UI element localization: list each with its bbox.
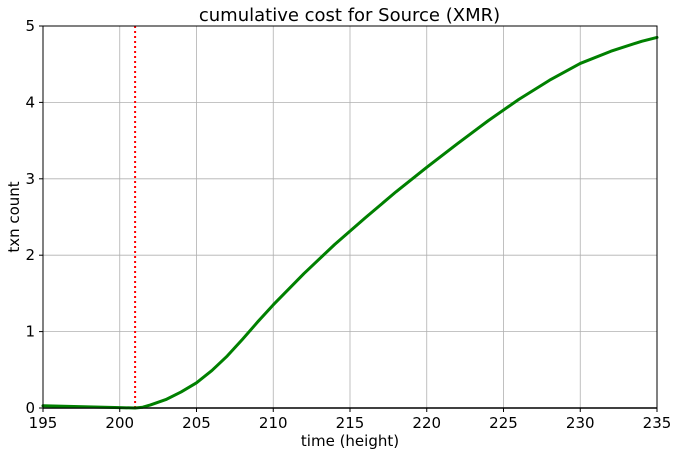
x-tick-label: 230 <box>566 414 595 432</box>
y-axis-label: txn count <box>5 181 23 252</box>
x-tick-label: 220 <box>412 414 441 432</box>
x-tick-label: 210 <box>259 414 288 432</box>
y-tick-label: 0 <box>25 399 35 417</box>
y-tick-label: 3 <box>25 170 35 188</box>
y-tick-label: 4 <box>25 93 35 111</box>
x-tick-label: 225 <box>489 414 518 432</box>
x-ticks: 195 200 205 210 215 220 225 230 235 <box>29 408 672 432</box>
x-tick-label: 215 <box>336 414 365 432</box>
x-tick-label: 200 <box>105 414 134 432</box>
grid <box>42 25 658 409</box>
y-tick-label: 2 <box>25 246 35 264</box>
chart-title: cumulative cost for Source (XMR) <box>199 5 500 26</box>
y-tick-label: 1 <box>25 323 35 341</box>
x-tick-label: 235 <box>643 414 672 432</box>
x-axis-label: time (height) <box>301 432 399 450</box>
x-tick-label: 205 <box>182 414 211 432</box>
x-tick-label: 195 <box>29 414 58 432</box>
y-tick-label: 5 <box>25 17 35 35</box>
y-ticks: 0 1 2 3 4 5 <box>25 17 43 417</box>
